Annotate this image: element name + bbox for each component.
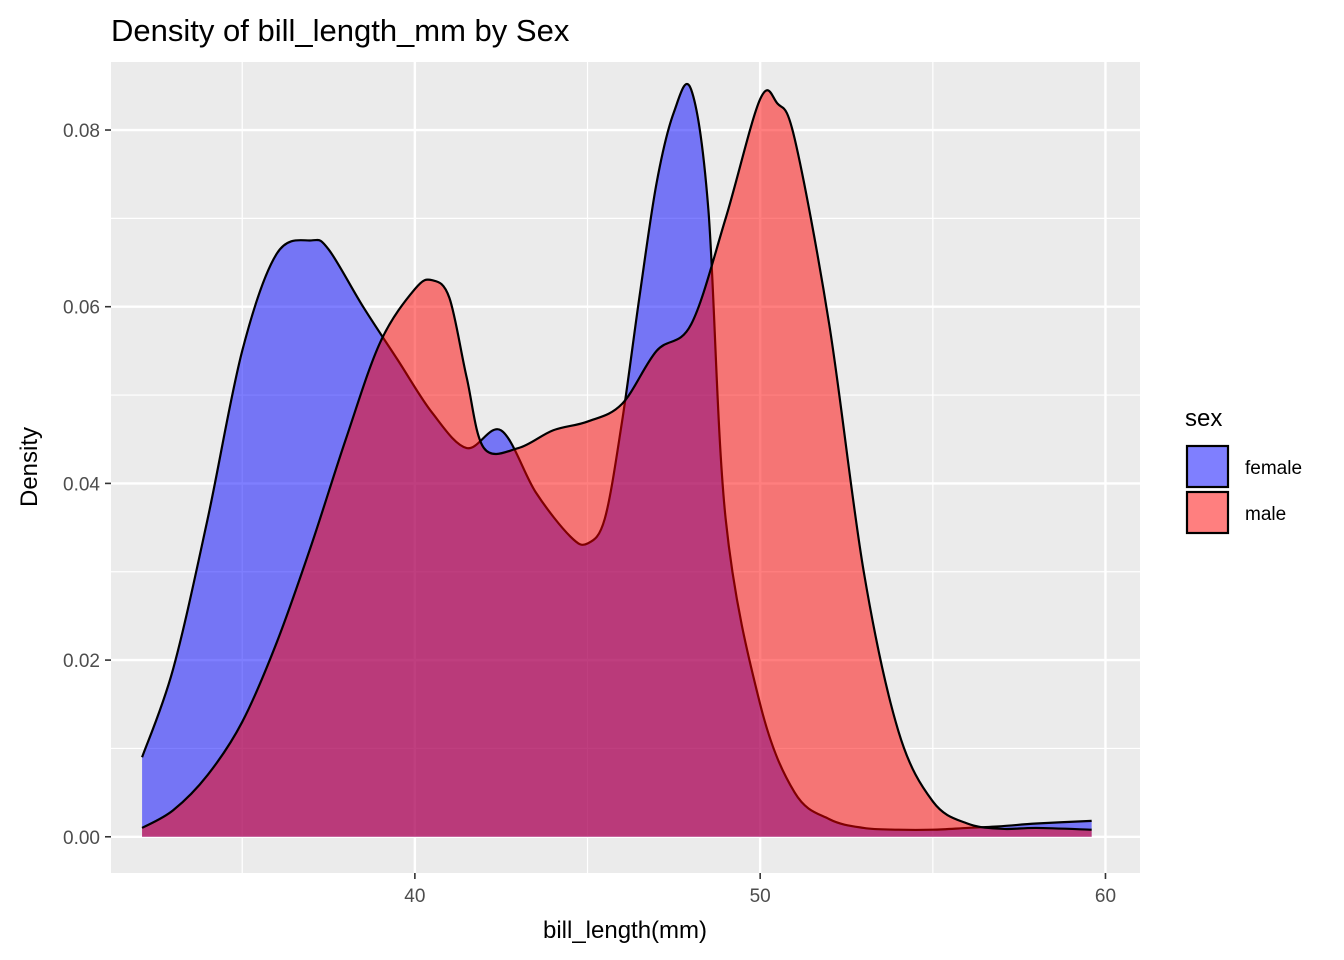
legend-items: female male bbox=[1185, 444, 1302, 535]
chart-title: Density of bill_length_mm by Sex bbox=[111, 13, 570, 48]
legend-item-male: male bbox=[1185, 490, 1286, 535]
x-axis: 40 50 60 bbox=[404, 873, 1116, 907]
legend-swatch-female bbox=[1185, 444, 1230, 489]
legend: sex female male bbox=[1185, 405, 1302, 535]
x-axis-title: bill_length(mm) bbox=[543, 917, 707, 944]
legend-label-male: male bbox=[1245, 504, 1286, 525]
density-line-male bbox=[141, 89, 1092, 831]
y-tick-label: 0.00 bbox=[63, 828, 100, 849]
density-series bbox=[141, 82, 1092, 837]
y-tick-label: 0.04 bbox=[63, 474, 100, 495]
x-tick-label: 60 bbox=[1095, 886, 1116, 907]
y-axis-title: Density bbox=[16, 427, 43, 507]
legend-swatch-male bbox=[1185, 490, 1230, 535]
legend-item-female: female bbox=[1185, 444, 1302, 489]
series-male bbox=[141, 89, 1092, 837]
y-tick-label: 0.06 bbox=[63, 298, 100, 319]
y-tick-label: 0.08 bbox=[63, 121, 100, 142]
density-area-male bbox=[142, 90, 1092, 837]
y-tick-label: 0.02 bbox=[63, 651, 100, 672]
y-axis: 0.00 0.02 0.04 0.06 0.08 bbox=[63, 121, 111, 849]
legend-label-female: female bbox=[1245, 458, 1302, 479]
x-tick-label: 50 bbox=[750, 886, 771, 907]
x-tick-label: 40 bbox=[404, 886, 425, 907]
legend-title: sex bbox=[1185, 405, 1222, 432]
